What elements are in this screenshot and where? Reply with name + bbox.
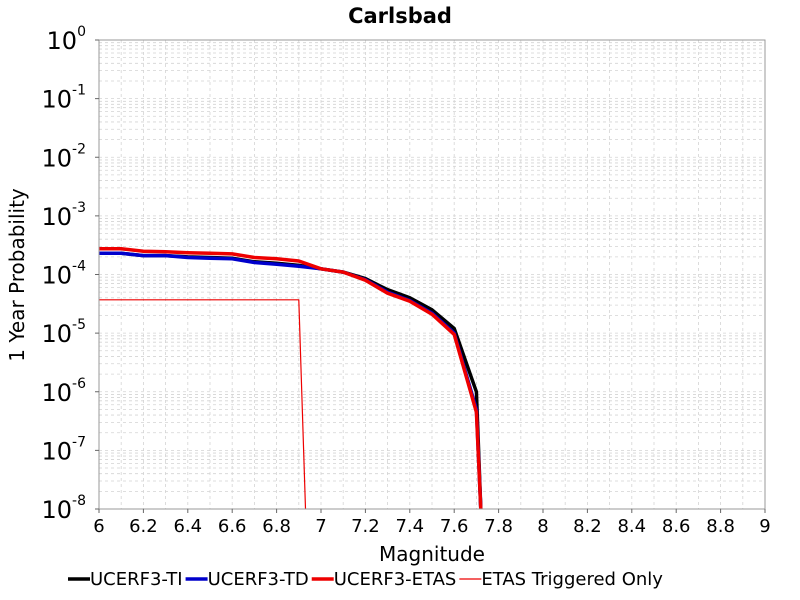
- y-tick-label: 10-5: [41, 317, 86, 348]
- x-tick-label: 8.2: [573, 516, 602, 537]
- x-tick-label: 7: [315, 516, 326, 537]
- grid-lines: [98, 39, 766, 510]
- y-tick-label: 10-2: [41, 141, 86, 172]
- y-tick-label: 10-6: [41, 376, 86, 407]
- y-tick-label: 100: [47, 24, 86, 55]
- legend-entry: UCERF3-TD: [208, 569, 309, 590]
- series-line-ucerf3-ti: [99, 251, 483, 509]
- legend: UCERF3-TI UCERF3-TD UCERF3-ETAS ETAS Trigge…: [68, 569, 663, 590]
- y-tick-label: 10-4: [41, 259, 86, 290]
- y-axis-label: 1 Year Probability: [5, 188, 29, 362]
- series-lines: [99, 246, 483, 509]
- x-tick-label: 8.6: [662, 516, 691, 537]
- chart-title: Carlsbad: [348, 4, 452, 28]
- x-tick-label: 7.4: [395, 516, 424, 537]
- legend-entry: UCERF3-TI: [90, 569, 183, 590]
- legend-entry: UCERF3-ETAS: [334, 569, 457, 590]
- y-tick-label: 10-7: [41, 434, 86, 465]
- x-tick-label: 9: [759, 516, 770, 537]
- x-tick-label: 8.8: [706, 516, 735, 537]
- x-tick-label: 7.6: [440, 516, 469, 537]
- x-tick-label: 8: [537, 516, 548, 537]
- x-tick-label: 6.6: [218, 516, 247, 537]
- y-tick-label: 10-8: [41, 493, 86, 524]
- series-line-ucerf3-etas: [99, 246, 483, 509]
- series-line-ucerf3-td: [99, 251, 483, 509]
- x-tick-label: 6.8: [262, 516, 291, 537]
- x-axis-ticks: 6 6.2 6.4 6.6 6.8 7 7.2 7.4 7.6 7.8 8 8.2 8.4 8.6 8.8 9: [93, 509, 771, 537]
- x-axis-label: Magnitude: [379, 542, 485, 566]
- x-tick-label: 7.2: [351, 516, 380, 537]
- x-tick-label: 6.4: [173, 516, 202, 537]
- y-axis-ticks: 100 10-1 10-2 10-3 10-4 10-5 10-6 10-7 10-8: [41, 24, 99, 524]
- legend-entry: ETAS Triggered Only: [481, 569, 663, 590]
- x-tick-label: 6.2: [129, 516, 158, 537]
- x-tick-label: 7.8: [484, 516, 513, 537]
- x-tick-label: 6: [93, 516, 104, 537]
- y-tick-label: 10-1: [41, 83, 86, 114]
- series-line-etas-triggered-only: [99, 299, 307, 509]
- x-tick-label: 8.4: [617, 516, 646, 537]
- y-tick-label: 10-3: [41, 200, 86, 231]
